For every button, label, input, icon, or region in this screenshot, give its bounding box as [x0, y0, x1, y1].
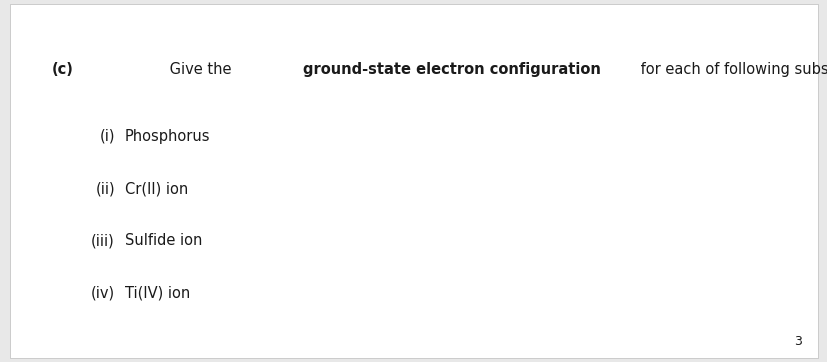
Text: for each of following substances:: for each of following substances:	[635, 62, 827, 76]
Text: 3: 3	[792, 334, 801, 348]
Text: Ti(IV) ion: Ti(IV) ion	[125, 286, 190, 301]
Text: Sulfide ion: Sulfide ion	[125, 233, 202, 248]
Text: ground-state electron configuration: ground-state electron configuration	[302, 62, 600, 76]
Text: (ii): (ii)	[95, 181, 115, 196]
FancyBboxPatch shape	[10, 4, 817, 358]
Text: (iv): (iv)	[91, 286, 115, 301]
Text: (iii): (iii)	[91, 233, 115, 248]
Text: (c): (c)	[51, 62, 73, 76]
Text: Cr(II) ion: Cr(II) ion	[125, 181, 188, 196]
Text: Phosphorus: Phosphorus	[125, 129, 210, 143]
Text: (i): (i)	[99, 129, 115, 143]
Text: Give the: Give the	[165, 62, 236, 76]
